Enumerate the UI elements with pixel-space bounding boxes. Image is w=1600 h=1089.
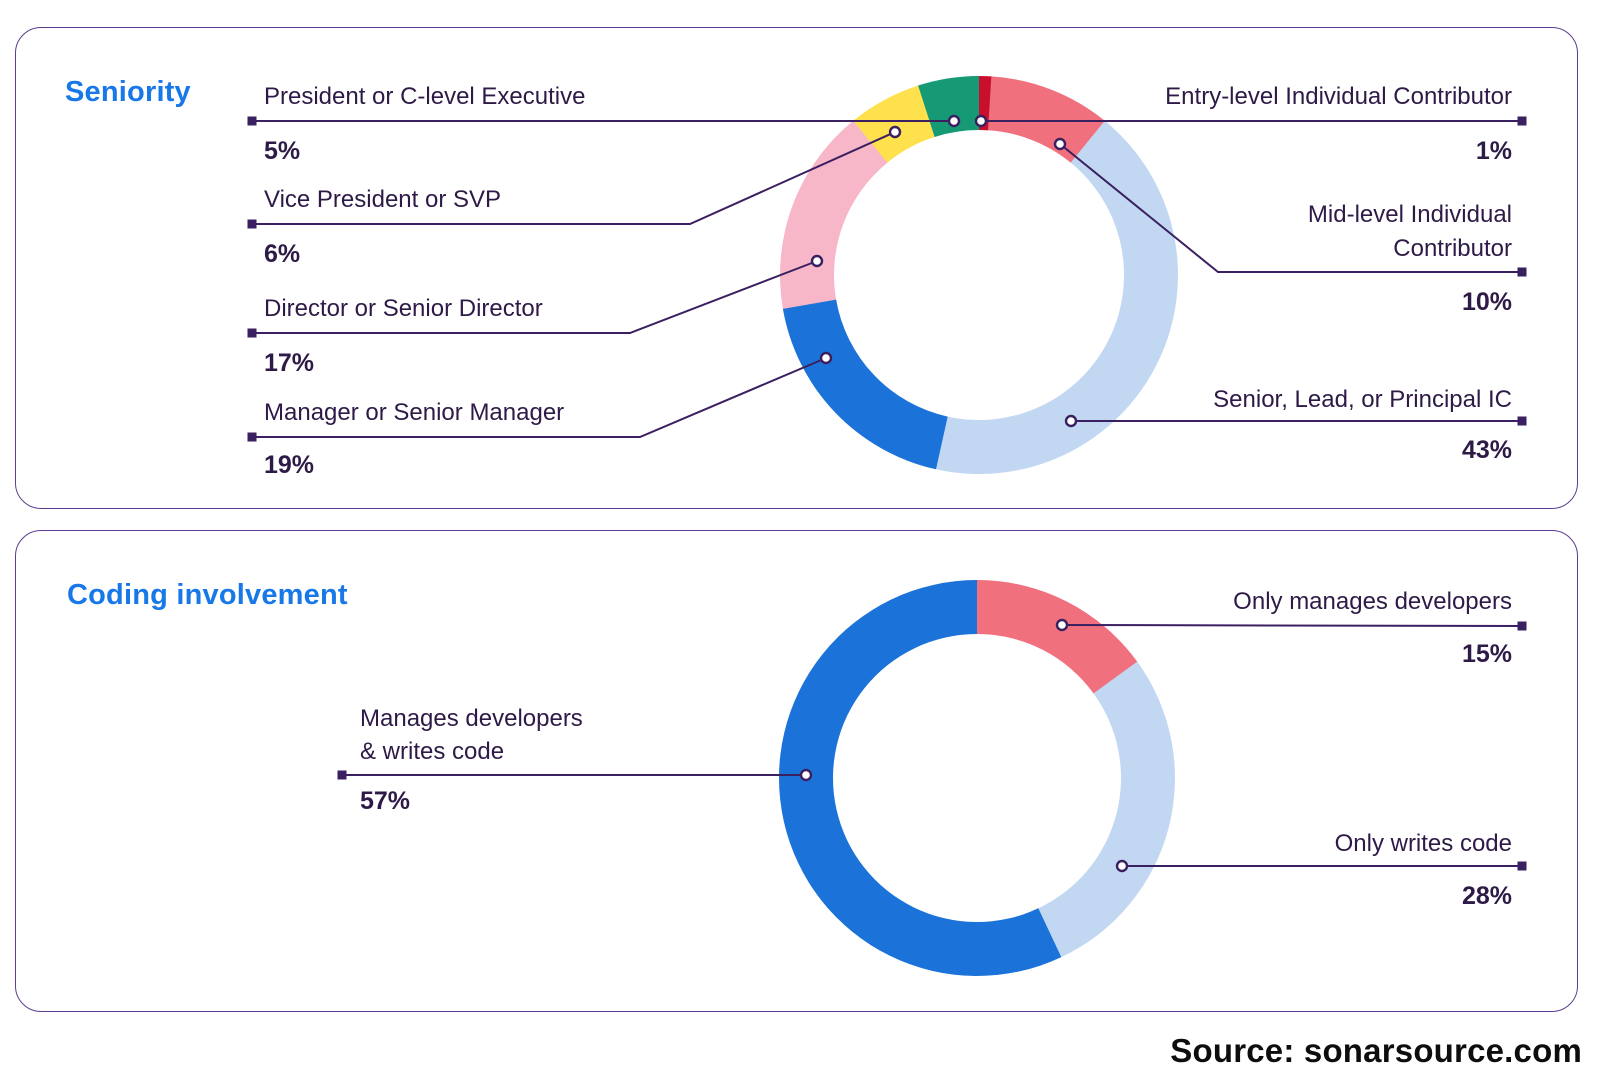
value-manages-and-writes-code: 57% (360, 787, 411, 815)
label-manages-and-writes-code: Manages developers & writes code (360, 705, 583, 765)
label-manager-senior-manager: Manager or Senior Manager (264, 399, 565, 426)
seniority-title: Seniority (65, 76, 191, 108)
label-entry-level-ic: Entry-level Individual Contributor (1165, 83, 1512, 110)
label-only-writes-code: Only writes code (1334, 830, 1512, 857)
label-director-senior-director: Director or Senior Director (264, 295, 543, 322)
value-mid-level-ic: 10% (1461, 288, 1512, 316)
value-only-writes-code: 28% (1461, 882, 1512, 910)
label-vice-president-svp: Vice President or SVP (264, 186, 502, 213)
label-only-manages-developers: Only manages developers (1233, 588, 1512, 615)
source-attribution: Source: sonarsource.com (1170, 1032, 1582, 1069)
value-manager-senior-manager: 19% (264, 451, 315, 479)
coding-involvement-title: Coding involvement (67, 579, 348, 611)
value-senior-lead-principal-ic: 43% (1461, 436, 1512, 464)
label-mid-level-ic: Mid-level Individual Contributor (1307, 201, 1512, 262)
value-vice-president-svp: 6% (264, 240, 301, 268)
value-president-c-level: 5% (264, 137, 301, 165)
value-entry-level-ic: 1% (1475, 137, 1512, 165)
label-president-c-level: President or C-level Executive (264, 83, 586, 110)
value-director-senior-director: 17% (264, 349, 315, 377)
label-senior-lead-principal-ic: Senior, Lead, or Principal IC (1213, 386, 1512, 413)
value-only-manages-developers: 15% (1461, 640, 1512, 668)
